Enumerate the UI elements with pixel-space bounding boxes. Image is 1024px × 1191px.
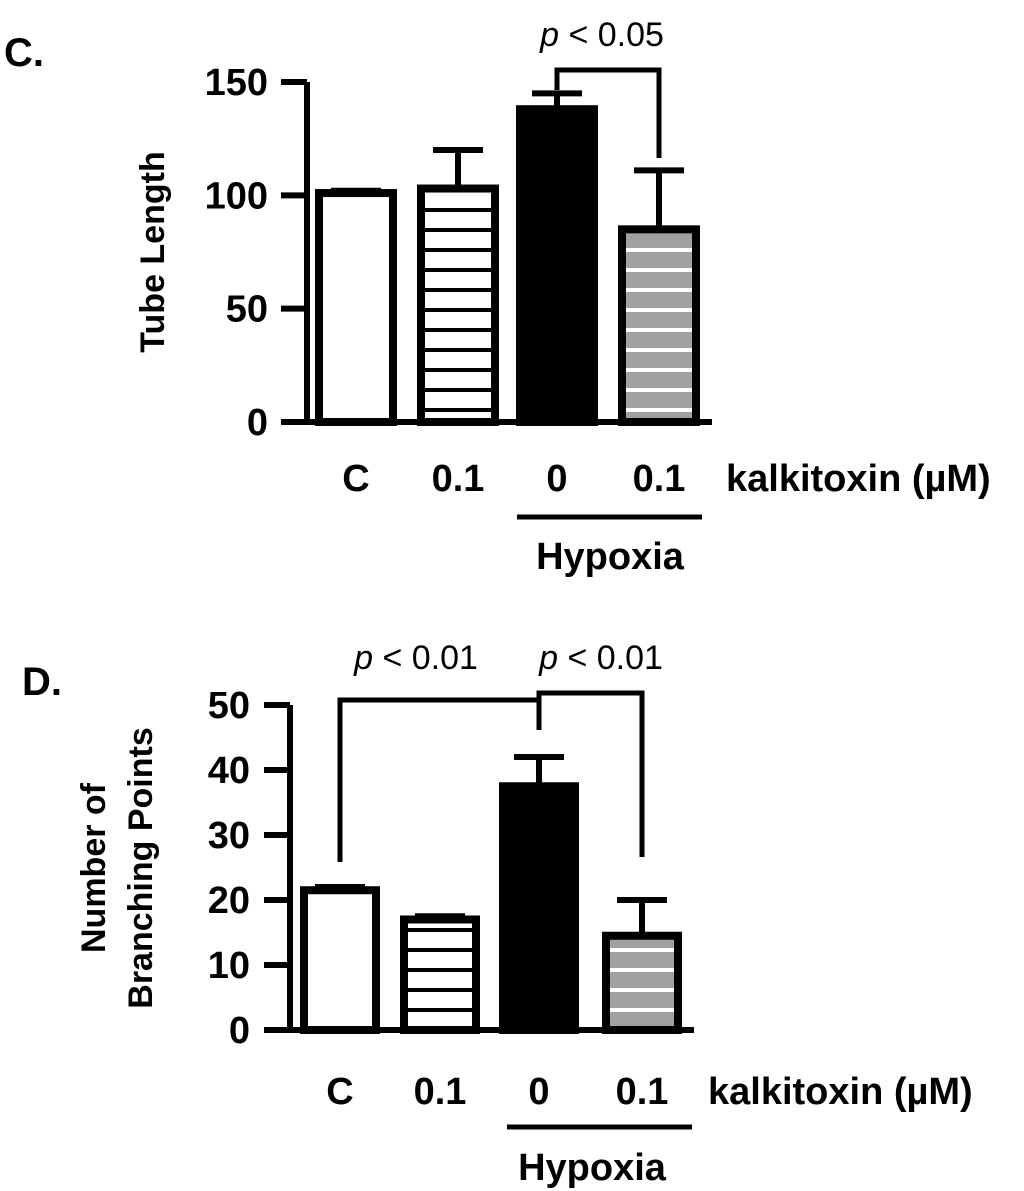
panel-d-hypoxia-label: Hypoxia (518, 1147, 667, 1189)
panel-c-bar (417, 184, 499, 426)
panel-d-bar (499, 782, 579, 1034)
panel-d-category-label: 0 (528, 1071, 549, 1113)
panel-c-significance-bracket (554, 67, 662, 158)
panel-d-bar (300, 886, 380, 1034)
panel-c-label: C. (4, 31, 44, 75)
panel-d-y-axis-title-line2: Branching Points (122, 727, 160, 1008)
panel-c-category-label: 0.1 (432, 458, 485, 500)
panel-d-y-tick-label: 10 (208, 945, 250, 987)
panel-d-category-label: C (326, 1071, 353, 1113)
panel-d-y-tick-label: 20 (208, 880, 250, 922)
panel-d-bar (400, 915, 480, 1034)
panel-d-y-tick-label: 50 (208, 685, 250, 727)
panel-d-significance-label: p < 0.01 (538, 639, 663, 677)
panel-c-bar (516, 105, 598, 426)
panel-c-bar (618, 225, 700, 426)
panel-c-marks: 0 50 100 150 C 0.1 0 0.1 p < 0.05 (205, 16, 712, 500)
panel-d-label: D. (22, 660, 62, 704)
panel-d-y-tick-label: 0 (229, 1010, 250, 1052)
panel-c-chart: C. Tube Length 0 50 100 150 C 0.1 0 0.1 p < 0.05… (4, 16, 991, 578)
panel-d-y-axis-title-line1: Number of (75, 782, 113, 953)
panel-c-y-tick-label: 150 (205, 62, 268, 104)
panel-c-significance-label: p < 0.05 (539, 16, 664, 54)
panel-d-significance-label: p < 0.01 (353, 639, 478, 677)
panel-c-x-axis-title: kalkitoxin (µM) (726, 458, 991, 500)
panel-d-category-label: 0.1 (616, 1071, 669, 1113)
panel-d-bar (602, 931, 682, 1034)
panel-d-category-label: 0.1 (414, 1071, 467, 1113)
panel-c-y-tick-label: 0 (247, 402, 268, 444)
panel-d-significance-bracket (536, 690, 645, 857)
panel-d-y-tick-label: 30 (208, 815, 250, 857)
panel-c-category-label: 0.1 (633, 458, 686, 500)
panel-d-y-tick-label: 40 (208, 750, 250, 792)
panel-d-x-axis-title: kalkitoxin (µM) (708, 1071, 973, 1113)
panel-c-category-label: C (342, 458, 369, 500)
panel-d-marks: 0 10 20 30 40 50 C 0.1 0 0.1 p < 0.01 p < 0.01 (208, 639, 694, 1113)
panel-c-hypoxia-label: Hypoxia (536, 536, 685, 578)
panel-d-chart: D. Number of Branching Points 0 10 20 30 40 5… (22, 639, 973, 1189)
panel-c-y-tick-label: 100 (205, 175, 268, 217)
panel-c-category-label: 0 (546, 458, 567, 500)
panel-c-bar (315, 189, 397, 426)
panel-c-y-axis-title: Tube Length (134, 151, 172, 352)
panel-c-y-tick-label: 50 (226, 289, 268, 331)
